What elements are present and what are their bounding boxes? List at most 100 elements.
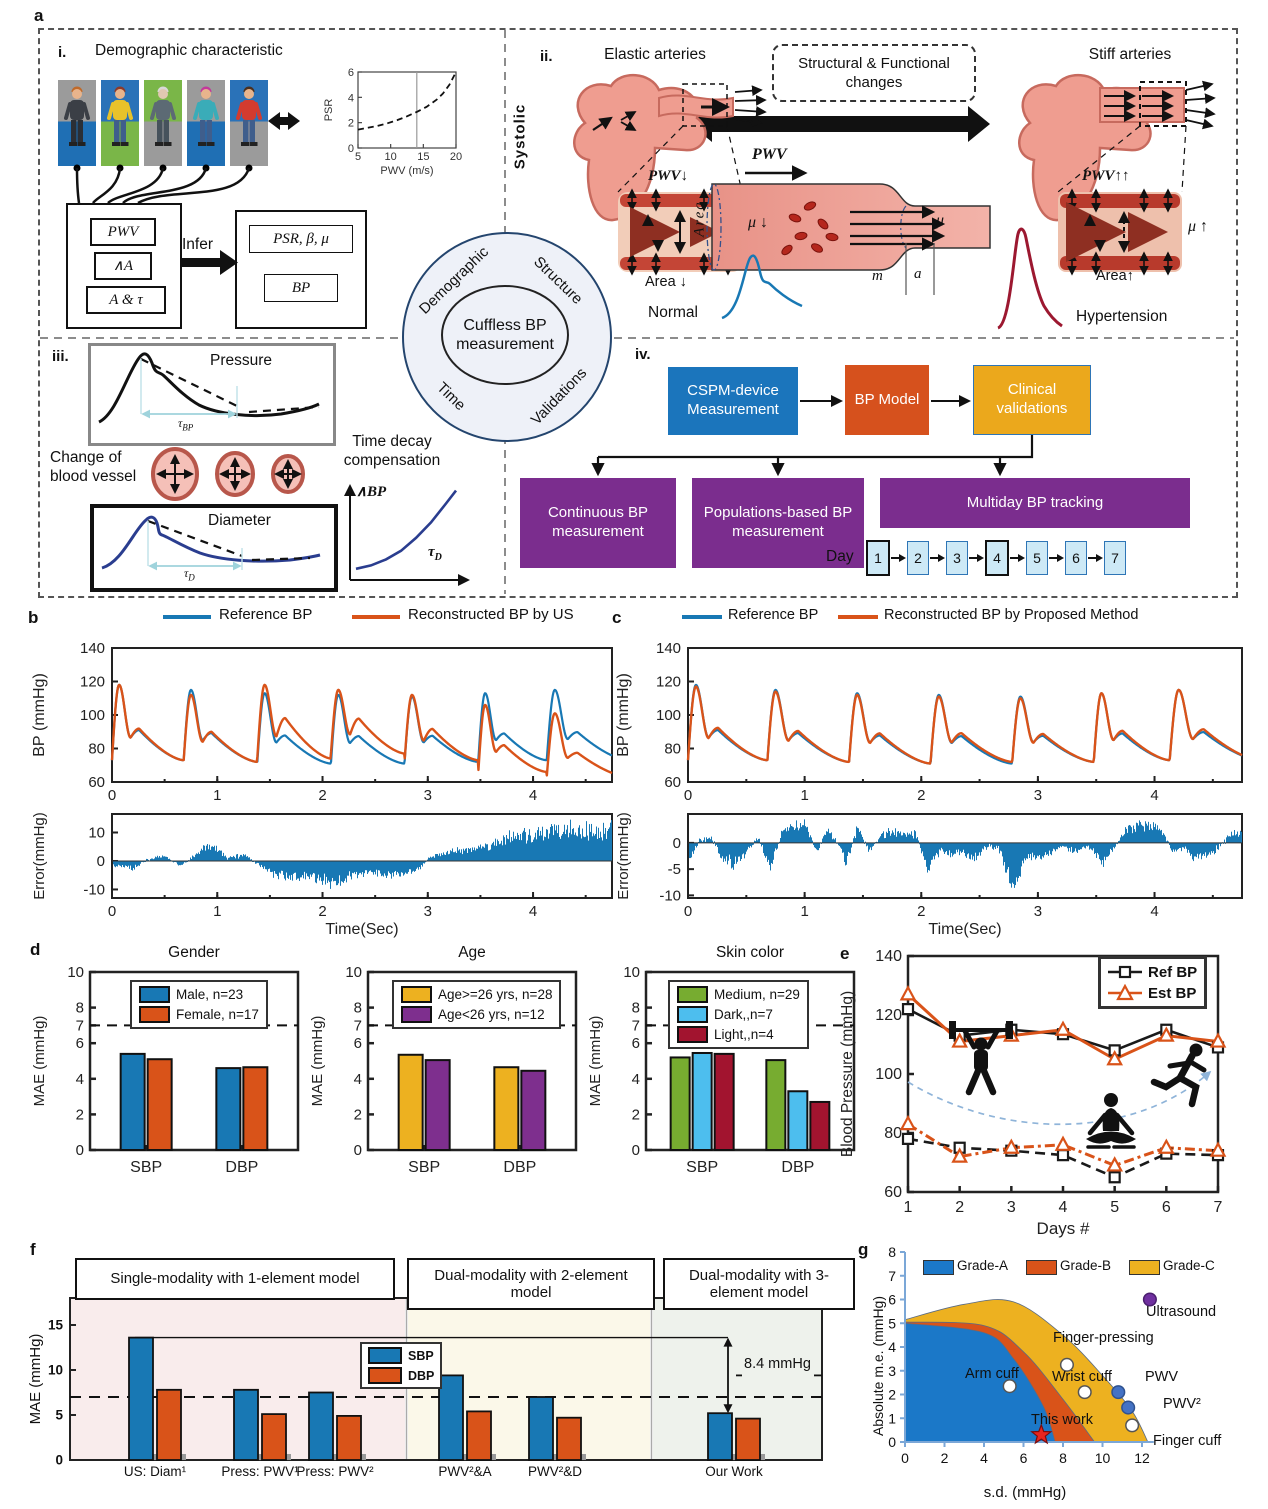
elastic-arteries-title: Elastic arteries	[604, 46, 706, 63]
section-iii-label: iii.	[52, 348, 69, 365]
day-box: 2	[907, 541, 929, 575]
day-box: 5	[1026, 541, 1048, 575]
day-label: Day	[826, 548, 854, 565]
skin-legend: Medium, n=29 Dark,,n=7 Light,,n=4	[668, 980, 809, 1049]
pwv-up-label: PWV↑↑	[1082, 168, 1130, 184]
delta-bp-label: ∧BP	[356, 484, 387, 500]
legend-label: Age<26 yrs, n=12	[438, 1007, 545, 1022]
legend-swatch	[401, 1006, 432, 1023]
legend-label: Male, n=23	[176, 987, 244, 1002]
pwv-down-label: PWV↓	[648, 168, 689, 184]
legend-label: Medium, n=29	[714, 987, 800, 1002]
a-label: a	[914, 266, 922, 282]
tau-bp-label: τ	[178, 416, 183, 430]
panel-label-b: b	[28, 608, 39, 627]
legend-swatch	[677, 1026, 708, 1043]
cspm-box: CSPM-device Measurement	[668, 367, 798, 435]
legend-label: Ref BP	[1148, 963, 1198, 981]
legend-reference-bp-c: Reference BP	[728, 607, 819, 623]
area-down-label: Area ↓	[645, 274, 687, 290]
multiday-bp-box: Multiday BP tracking	[880, 478, 1190, 528]
legend-label: Light,,n=4	[714, 1027, 774, 1042]
svg-text:2: 2	[888, 1387, 896, 1403]
svg-text:7: 7	[888, 1268, 896, 1284]
param-a-tau: A & τ	[86, 286, 166, 314]
svg-text:10: 10	[1095, 1450, 1111, 1466]
age-chart-title: Age	[458, 944, 486, 961]
panel-label-a: a	[34, 6, 44, 25]
legend-label: Grade-B	[1060, 1258, 1112, 1273]
elastic-vessel-icon	[618, 188, 742, 276]
flow-arrows	[591, 395, 1034, 477]
person-icon	[236, 86, 262, 146]
person-tile	[187, 80, 225, 166]
point-label: Wrist cuff	[1052, 1369, 1112, 1385]
svg-text:6: 6	[1020, 1450, 1028, 1466]
legend-marker	[1108, 984, 1142, 1001]
panel-a-frame	[38, 28, 1238, 598]
structural-functional-box: Structural & Functional changes	[772, 44, 976, 102]
point-label: PWV²	[1163, 1396, 1201, 1412]
g-ylabel: Absolute m.e. (mmHg)	[870, 1295, 886, 1437]
legend-swatch	[1129, 1260, 1160, 1275]
normal-pulse-wave	[721, 254, 803, 320]
continuous-bp-box: Continuous BP measurement	[520, 478, 676, 568]
day-arrow-icon	[1010, 554, 1025, 562]
bp-proposed-chart	[612, 626, 1264, 940]
legend-item: Ref BP	[1108, 963, 1197, 981]
point-label: Arm cuff	[965, 1366, 1019, 1382]
vessel-cross-sections	[151, 447, 305, 501]
bp-us-chart	[28, 626, 628, 940]
results-box: PSR, β, μ BP	[235, 210, 367, 329]
section-ii-label: ii.	[540, 48, 553, 65]
svg-text:0: 0	[901, 1450, 909, 1466]
pwv-label: PWV	[752, 146, 787, 163]
param-delta-a: ∧A	[94, 252, 152, 280]
svg-text:8: 8	[1059, 1450, 1067, 1466]
section-i-title: Demographic characteristic	[95, 42, 283, 59]
legend-item: Dark,,n=7	[677, 1006, 800, 1023]
narrowing-vessel-icon	[706, 165, 991, 295]
weightlifter-icon	[949, 1021, 1013, 1096]
legend-reconstructed-bp-c: Reconstructed BP by Proposed Method	[884, 607, 1139, 623]
day-arrow-icon	[891, 554, 906, 562]
legend-swatch	[139, 986, 170, 1003]
skin-chart-title: Skin color	[715, 944, 785, 961]
svg-text:5: 5	[888, 1315, 896, 1331]
psr-vs-pwv-chart	[322, 64, 464, 178]
person-tile	[101, 80, 139, 166]
point-label: Ultrasound	[1146, 1304, 1217, 1320]
svg-text:1: 1	[888, 1410, 896, 1426]
tau-bp-sub: BP	[182, 422, 194, 433]
svg-text:12: 12	[1134, 1450, 1150, 1466]
person-icon	[64, 86, 90, 146]
point-label: Finger-pressing	[1053, 1330, 1154, 1346]
diameter-waveform-box	[90, 504, 338, 592]
legend-swatch	[368, 1347, 402, 1364]
stiff-arteries-title: Stiff arteries	[1088, 46, 1172, 63]
legend-item: Medium, n=29	[677, 986, 800, 1003]
legend-item: DBP	[368, 1367, 434, 1384]
day-box: 3	[946, 541, 968, 575]
svg-text:8: 8	[888, 1244, 896, 1260]
area-up-label: Area↑	[1096, 268, 1134, 284]
legend-label: DBP	[408, 1368, 435, 1383]
legend-reconstructed-bp-b: Reconstructed BP by US	[408, 606, 574, 623]
group1-header: Single-modality with 1-element model	[75, 1258, 395, 1300]
change-of-blood-vessel-label: Change of blood vessel	[50, 449, 137, 486]
day-arrow-icon	[930, 554, 945, 562]
point-label: PWV	[1145, 1369, 1179, 1385]
age-legend: Age>=26 yrs, n=28 Age<26 yrs, n=12	[392, 980, 562, 1029]
group3-header: Dual-modality with 3-element model	[663, 1258, 855, 1310]
stiff-vessel-icon	[1058, 188, 1182, 276]
svg-text:4: 4	[888, 1339, 896, 1355]
group2-header: Dual-modality with 2-element model	[407, 1258, 655, 1310]
legend-item: Female, n=17	[139, 1006, 259, 1023]
legend-label: SBP	[408, 1348, 434, 1363]
legend-swatch	[677, 986, 708, 1003]
bp-model-box: BP Model	[845, 365, 929, 435]
result-psr-beta-mu: PSR, β, μ	[249, 225, 353, 253]
panel-label-c: c	[612, 608, 622, 627]
mu-down-label: μ ↓	[748, 214, 769, 231]
